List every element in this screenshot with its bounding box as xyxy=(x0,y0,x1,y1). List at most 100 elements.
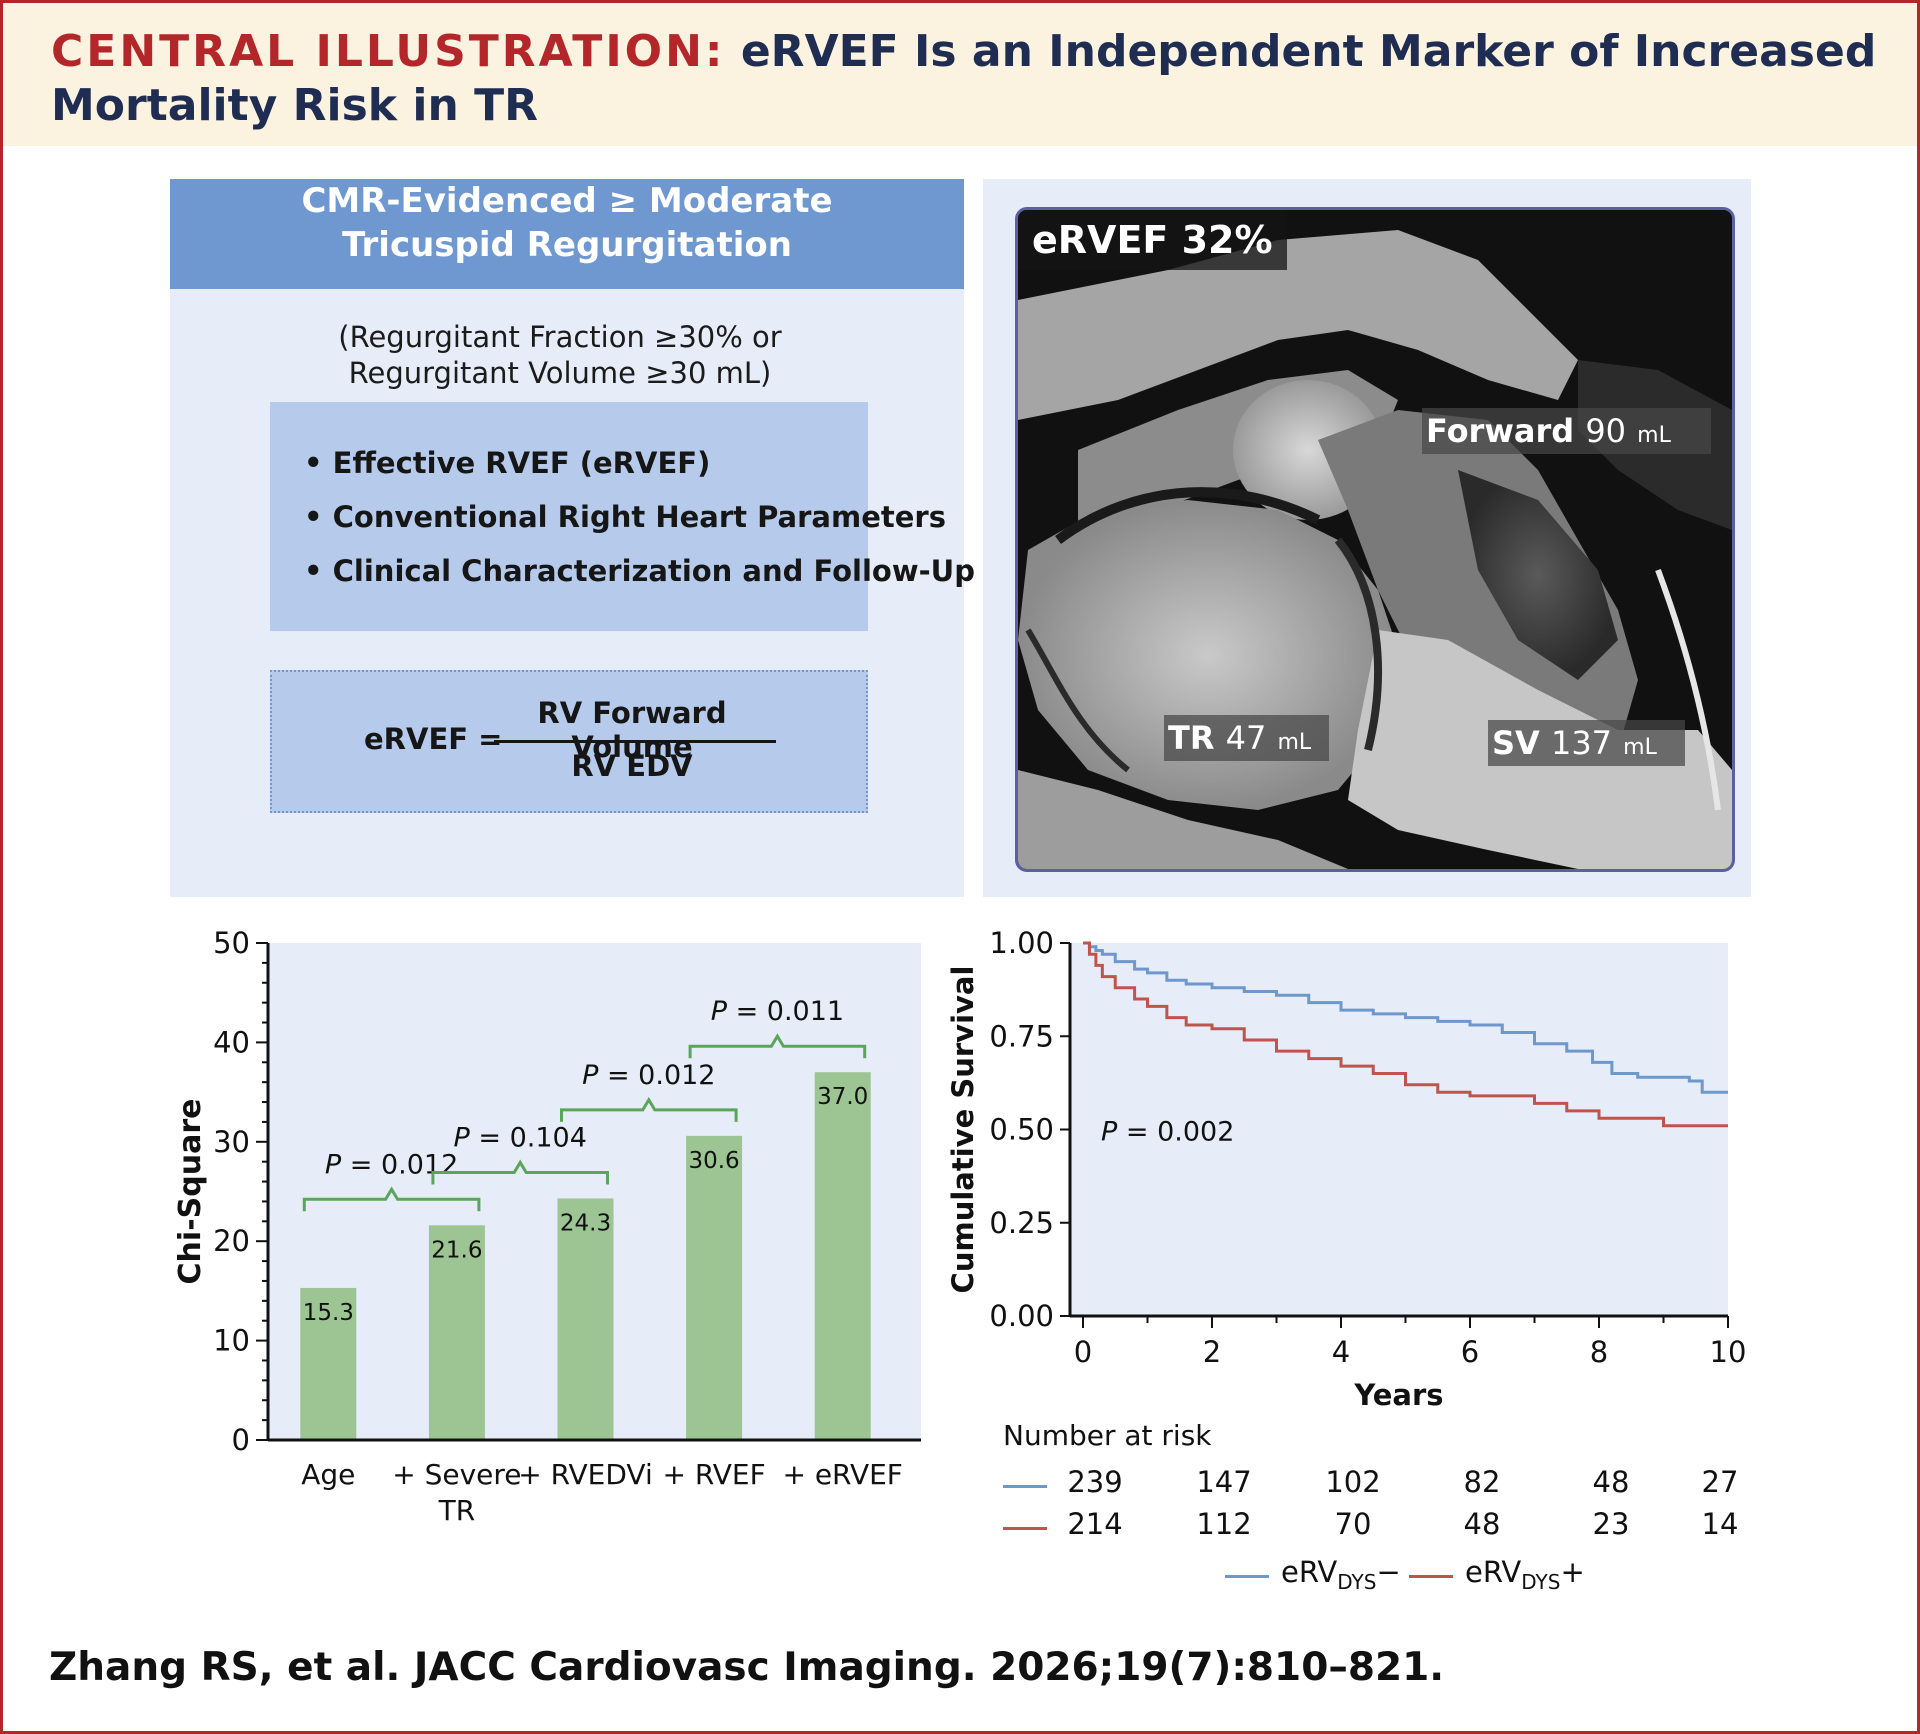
figure-title: CENTRAL ILLUSTRATION: eRVEF Is an Indepe… xyxy=(51,25,1881,133)
p-value-label: P = 0.012 xyxy=(325,1149,458,1180)
sv-volume-label: SV 137 mL xyxy=(1488,720,1685,766)
survival-curve xyxy=(1083,941,1728,1128)
study-design-panel: CMR-Evidenced ≥ Moderate Tricuspid Regur… xyxy=(170,179,975,897)
bar-value-label: 30.6 xyxy=(688,1148,739,1174)
y-tick-label: 0.75 xyxy=(989,1019,1054,1053)
category-tick-label: + Severe xyxy=(392,1458,521,1491)
criteria-line-1: (Regurgitant Fraction ≥30% or xyxy=(338,320,782,354)
bar-value-label: 15.3 xyxy=(303,1300,354,1326)
legend-neg-main: eRV xyxy=(1281,1555,1338,1589)
y-tick-label: 0.50 xyxy=(989,1113,1054,1147)
risk-legend-line xyxy=(1003,1485,1047,1488)
sv-value: 137 xyxy=(1550,724,1613,762)
title-kicker: CENTRAL ILLUSTRATION: xyxy=(51,26,726,77)
list-item: • Effective RVEF (eRVEF) xyxy=(304,446,711,480)
y-tick-label: 1.00 xyxy=(989,926,1054,960)
x-tick-label: 4 xyxy=(1332,1335,1350,1369)
tr-volume-label: TR 47 mL xyxy=(1164,715,1330,761)
x-tick-label: 6 xyxy=(1461,1335,1479,1369)
citation: Zhang RS, et al. JACC Cardiovasc Imaging… xyxy=(49,1645,1445,1690)
p-value-label: P = 0.011 xyxy=(711,996,844,1027)
heading-line-2: Tricuspid Regurgitation xyxy=(342,225,792,265)
forward-value: 90 xyxy=(1585,412,1627,450)
y-axis-title: Chi-Square xyxy=(173,1099,208,1285)
risk-row-positive: 214 112 70 48 23 14 xyxy=(1003,1507,1763,1547)
category-tick-label: + RVEF xyxy=(662,1458,765,1491)
tr-value: 47 xyxy=(1225,719,1267,757)
legend-neg-sub: DYS xyxy=(1337,1569,1377,1594)
heading-line-1: CMR-Evidenced ≥ Moderate xyxy=(301,181,833,221)
chi-square-bar xyxy=(814,1072,871,1440)
formula-numerator: RV Forward Volume xyxy=(537,696,727,764)
legend-pos-main: eRV xyxy=(1465,1555,1522,1589)
legend-pos-sign: + xyxy=(1560,1555,1585,1589)
risk-value: 82 xyxy=(1463,1465,1501,1499)
p-value-label: P = 0.012 xyxy=(582,1060,715,1091)
bar-value-label: 24.3 xyxy=(560,1210,611,1236)
significance-bracket xyxy=(302,1186,481,1212)
risk-value: 14 xyxy=(1701,1507,1739,1541)
risk-value: 214 xyxy=(1067,1507,1123,1541)
sv-unit: mL xyxy=(1623,735,1657,760)
chi-square-bar xyxy=(428,1225,485,1440)
ervef-value-label: eRVEF 32% xyxy=(1018,210,1287,270)
risk-value: 48 xyxy=(1463,1507,1501,1541)
risk-value: 27 xyxy=(1701,1465,1739,1499)
panel-heading: CMR-Evidenced ≥ Moderate Tricuspid Regur… xyxy=(170,179,964,289)
y-tick-label: 10 xyxy=(213,1324,250,1358)
parameters-list: • Effective RVEF (eRVEF) • Conventional … xyxy=(270,402,975,598)
ervef-formula: eRVEF = RV Forward Volume RV EDV xyxy=(270,670,868,813)
survival-legend: eRVDYS− eRVDYS+ xyxy=(1225,1555,1745,1595)
y-axis-title: Cumulative Survival xyxy=(946,966,980,1294)
significance-bracket xyxy=(560,1096,738,1122)
header: CENTRAL ILLUSTRATION: eRVEF Is an Indepe… xyxy=(3,3,1917,146)
legend-label-positive: eRVDYS+ xyxy=(1465,1555,1585,1594)
category-tick-label: + RVEDVi xyxy=(518,1458,653,1491)
risk-value: 112 xyxy=(1196,1507,1252,1541)
x-tick-label: 8 xyxy=(1590,1335,1608,1369)
legend-swatch-positive xyxy=(1409,1575,1453,1578)
bar-value-label: 21.6 xyxy=(431,1237,482,1263)
cmr-image: eRVEF 32% Forward 90 mL TR 47 mL SV 137 … xyxy=(1015,207,1735,872)
mri-panel: eRVEF 32% Forward 90 mL TR 47 mL SV 137 … xyxy=(983,179,1751,897)
criteria-note: (Regurgitant Fraction ≥30% or Regurgitan… xyxy=(170,319,950,391)
x-axis-title: Years xyxy=(1353,1378,1443,1412)
p-value-annotation: P = 0.002 xyxy=(1101,1117,1234,1148)
survival-plot-area xyxy=(1070,943,1728,1316)
y-tick-label: 0.00 xyxy=(989,1299,1054,1333)
risk-value: 102 xyxy=(1325,1465,1381,1499)
forward-volume-label: Forward 90 mL xyxy=(1422,408,1711,454)
chi-square-bar xyxy=(686,1135,743,1440)
x-tick-label: 10 xyxy=(1710,1335,1747,1369)
chi-square-bar xyxy=(300,1287,357,1440)
survival-curve xyxy=(1083,941,1728,1094)
x-tick-label: 0 xyxy=(1074,1335,1092,1369)
significance-bracket xyxy=(431,1159,609,1185)
category-tick-label: + eRVEF xyxy=(782,1458,902,1491)
tr-unit: mL xyxy=(1277,730,1312,755)
category-tick-label: TR xyxy=(438,1494,476,1527)
significance-bracket xyxy=(688,1033,867,1059)
p-value-label: P = 0.104 xyxy=(454,1122,587,1153)
number-at-risk-table: Number at risk 239 147 102 82 48 27 214 … xyxy=(963,1413,1763,1603)
chi-square-bar xyxy=(557,1198,614,1440)
x-tick-label: 2 xyxy=(1203,1335,1221,1369)
list-item: • Clinical Characterization and Follow-U… xyxy=(304,554,975,588)
risk-value: 147 xyxy=(1196,1465,1252,1499)
y-tick-label: 50 xyxy=(213,926,250,960)
formula-lhs: eRVEF = xyxy=(364,722,503,756)
forward-label: Forward xyxy=(1426,412,1575,450)
y-tick-label: 0 xyxy=(232,1423,250,1457)
risk-value: 70 xyxy=(1334,1507,1372,1541)
legend-neg-sign: − xyxy=(1376,1555,1401,1589)
risk-value: 239 xyxy=(1067,1465,1123,1499)
y-tick-label: 40 xyxy=(213,1025,250,1059)
legend-pos-sub: DYS xyxy=(1521,1569,1561,1594)
legend-label-negative: eRVDYS− xyxy=(1281,1555,1401,1594)
risk-value: 48 xyxy=(1592,1465,1630,1499)
parameters-box: • Effective RVEF (eRVEF) • Conventional … xyxy=(270,402,975,631)
y-tick-label: 0.25 xyxy=(989,1206,1054,1240)
risk-legend-line xyxy=(1003,1527,1047,1530)
